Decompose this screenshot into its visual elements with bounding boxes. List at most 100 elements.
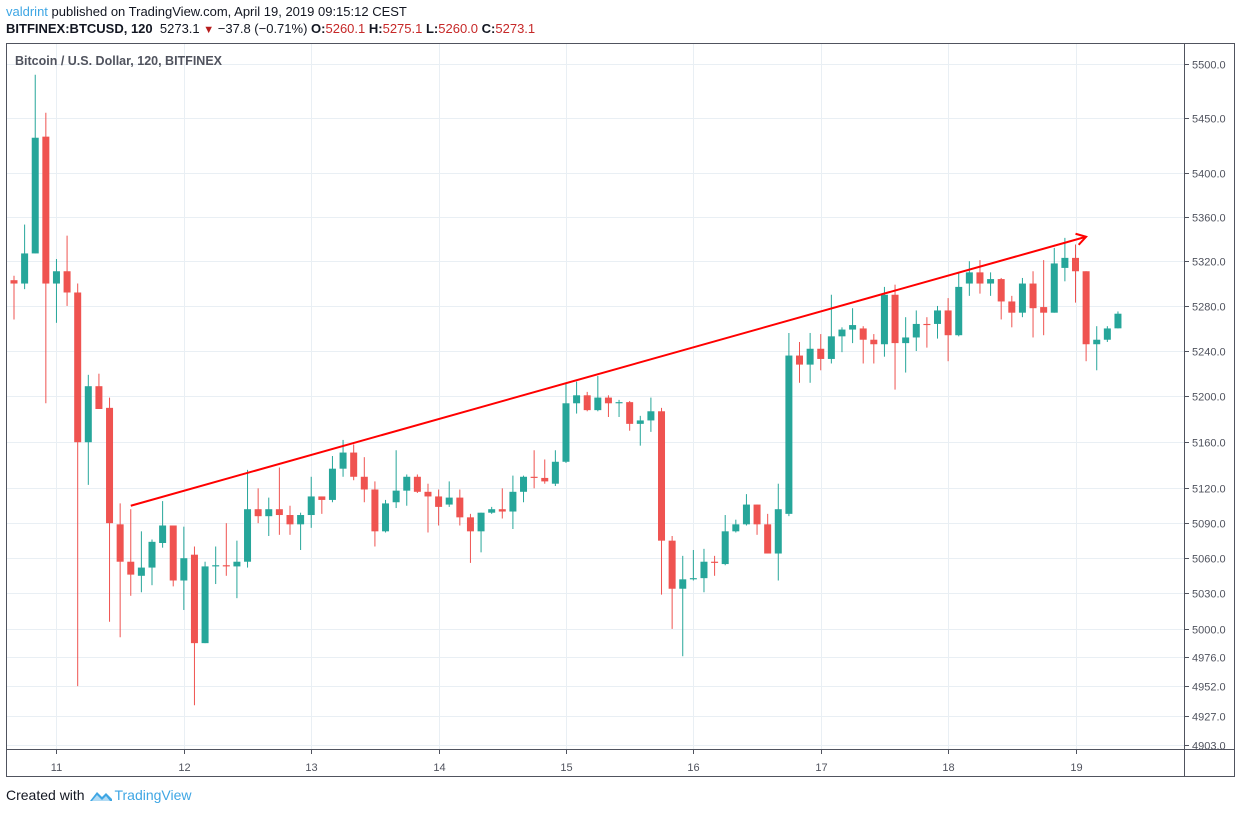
candle[interactable]	[732, 519, 740, 533]
candle[interactable]	[212, 546, 220, 585]
candle[interactable]	[403, 474, 411, 506]
candle[interactable]	[658, 407, 666, 595]
candle[interactable]	[520, 475, 528, 503]
candle[interactable]	[923, 317, 931, 348]
candle[interactable]	[392, 450, 400, 509]
candle[interactable]	[1093, 326, 1101, 371]
tradingview-link[interactable]: TradingView	[114, 787, 192, 803]
candle[interactable]	[222, 523, 230, 576]
candle[interactable]	[902, 317, 910, 373]
candle[interactable]	[753, 504, 761, 535]
candle[interactable]	[764, 513, 772, 554]
candle[interactable]	[435, 489, 443, 526]
candle[interactable]	[10, 275, 18, 320]
candle[interactable]	[541, 459, 549, 484]
candle[interactable]	[626, 401, 634, 431]
candle[interactable]	[806, 332, 814, 383]
candle[interactable]	[774, 483, 782, 581]
candle[interactable]	[201, 561, 209, 644]
candle[interactable]	[244, 469, 252, 568]
candle[interactable]	[1029, 271, 1037, 338]
price-axis[interactable]: 5500.0 5450.0 5400.0 5360.0 5320.0 5280.0 5240…	[1184, 60, 1226, 753]
trendline[interactable]	[130, 235, 1087, 507]
candle[interactable]	[254, 488, 262, 524]
time-axis[interactable]: 11 12 13 14 15 16 17 18 19	[51, 749, 1083, 774]
candle[interactable]	[880, 286, 888, 357]
candle[interactable]	[573, 381, 581, 414]
candle[interactable]	[360, 457, 368, 503]
candle[interactable]	[721, 515, 729, 566]
candle[interactable]	[530, 450, 538, 489]
candle[interactable]	[84, 374, 92, 485]
candle[interactable]	[127, 509, 135, 596]
candle[interactable]	[190, 546, 198, 706]
candle[interactable]	[912, 310, 920, 352]
candle[interactable]	[785, 332, 793, 517]
candle[interactable]	[562, 382, 570, 463]
candle[interactable]	[604, 395, 612, 417]
candle[interactable]	[1018, 277, 1026, 318]
author-link[interactable]: valdrint	[6, 4, 48, 19]
candle[interactable]	[445, 481, 453, 507]
candle[interactable]	[944, 298, 952, 362]
candle[interactable]	[488, 506, 496, 514]
candle[interactable]	[742, 494, 750, 526]
candle[interactable]	[1072, 244, 1079, 303]
candle[interactable]	[169, 525, 177, 587]
candle[interactable]	[668, 535, 676, 629]
candle[interactable]	[42, 112, 50, 404]
candle[interactable]	[297, 512, 305, 551]
candle[interactable]	[106, 397, 114, 622]
candle[interactable]	[477, 512, 485, 553]
candle[interactable]	[1008, 295, 1016, 328]
candle[interactable]	[116, 503, 124, 638]
candle[interactable]	[233, 540, 241, 599]
candle[interactable]	[1050, 247, 1058, 313]
candle[interactable]	[498, 488, 506, 519]
candle[interactable]	[551, 450, 559, 487]
candle[interactable]	[180, 526, 188, 610]
candle[interactable]	[52, 258, 60, 323]
candle[interactable]	[636, 415, 644, 446]
candle[interactable]	[328, 456, 336, 503]
candle[interactable]	[148, 539, 156, 586]
candle[interactable]	[615, 399, 623, 417]
candle[interactable]	[63, 235, 71, 306]
candle[interactable]	[817, 334, 825, 371]
candle[interactable]	[95, 373, 103, 409]
candle[interactable]	[371, 481, 379, 547]
candle[interactable]	[934, 305, 942, 339]
candle[interactable]	[286, 505, 294, 535]
candle[interactable]	[891, 284, 899, 390]
candle[interactable]	[265, 497, 273, 536]
candle[interactable]	[987, 272, 995, 296]
candle[interactable]	[1114, 311, 1122, 329]
candle[interactable]	[689, 550, 697, 581]
candle[interactable]	[350, 444, 358, 481]
candle[interactable]	[1040, 260, 1048, 336]
candle[interactable]	[997, 277, 1005, 320]
candle[interactable]	[827, 294, 835, 364]
candle[interactable]	[137, 531, 145, 593]
candle[interactable]	[413, 474, 421, 493]
candle[interactable]	[21, 224, 29, 290]
candle[interactable]	[307, 476, 315, 528]
candle[interactable]	[700, 548, 708, 593]
candle[interactable]	[1082, 271, 1090, 362]
candle[interactable]	[382, 499, 390, 533]
candle[interactable]	[965, 261, 973, 296]
candle[interactable]	[849, 308, 857, 344]
candle[interactable]	[583, 391, 591, 412]
candle[interactable]	[679, 555, 687, 657]
candle[interactable]	[74, 283, 82, 687]
candle[interactable]	[859, 326, 867, 364]
candle[interactable]	[275, 467, 283, 535]
candle[interactable]	[31, 74, 39, 254]
candle[interactable]	[838, 327, 846, 353]
candle[interactable]	[318, 496, 326, 514]
candle[interactable]	[1061, 237, 1069, 282]
candle[interactable]	[870, 334, 878, 364]
candle[interactable]	[594, 375, 602, 412]
candle[interactable]	[647, 397, 655, 432]
